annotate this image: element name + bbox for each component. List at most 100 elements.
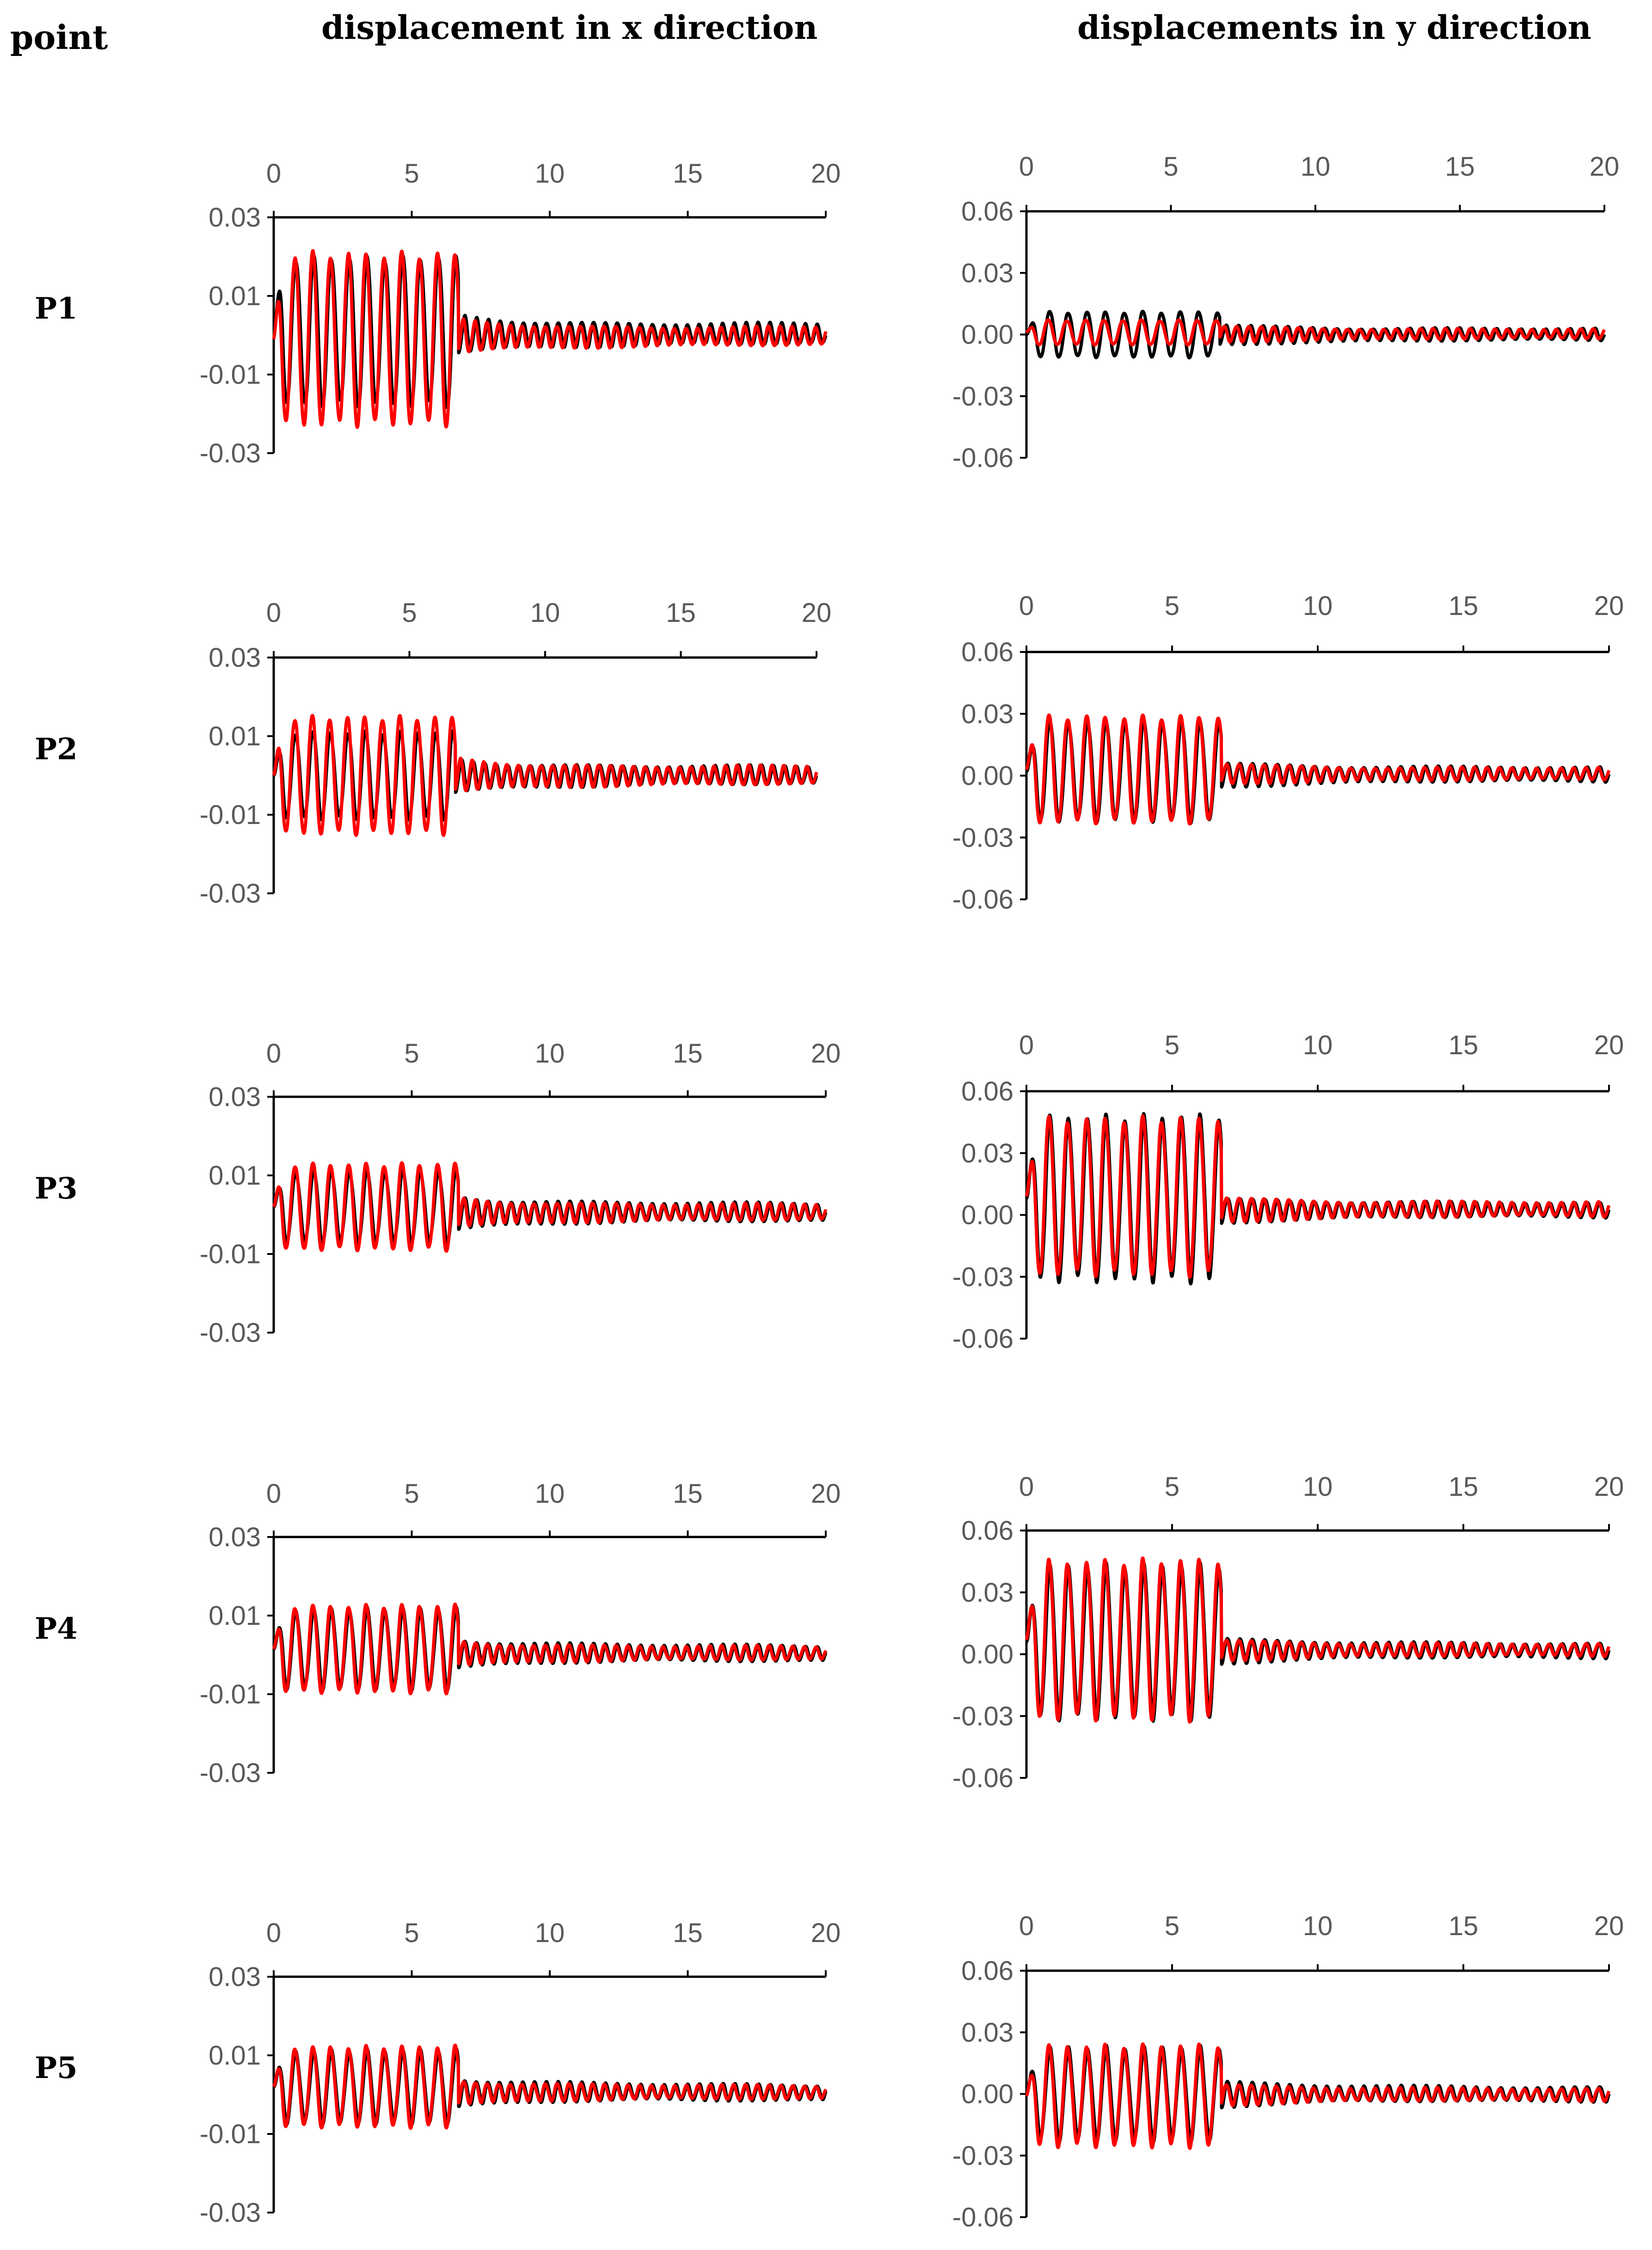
y-tick-label: -0.06 <box>952 443 1013 473</box>
x-tick-label: 5 <box>1163 152 1178 182</box>
series-line-red <box>1025 318 1606 347</box>
x-tick-label: 5 <box>404 159 419 189</box>
x-tick-label: 0 <box>1019 1472 1034 1502</box>
x-tick-label: 20 <box>811 1918 841 1948</box>
chart-p3-y: 0 5 10 15 20 0.06 0.03 0.00 -0.03 -0.06 <box>952 1030 1624 1354</box>
y-tick-label: 0.03 <box>209 1962 261 1992</box>
x-tick-label: 15 <box>666 598 696 628</box>
y-tick-label: 0.03 <box>961 1578 1013 1608</box>
x-tick-label: 0 <box>266 1479 281 1509</box>
chart-p5-y: 0 5 10 15 20 0.06 0.03 0.00 -0.03 -0.06 <box>952 1911 1624 2232</box>
y-tick-label: 0.06 <box>961 1516 1013 1546</box>
y-tick-label: -0.06 <box>952 1324 1013 1354</box>
series-line-red <box>272 1161 828 1253</box>
series-line-red <box>1025 713 1611 826</box>
x-tick-label: 0 <box>1019 1030 1034 1060</box>
x-tick-label: 5 <box>1165 591 1179 621</box>
chart-p1-y: 0 5 10 15 20 0.06 0.03 0.00 -0.03 -0.06 <box>952 152 1619 473</box>
x-tick-label: 20 <box>811 159 841 189</box>
chart-p4-x: 0 5 10 15 20 0.03 0.01 -0.01 -0.03 <box>200 1479 841 1788</box>
y-tick-label: 0.03 <box>961 1138 1013 1168</box>
y-tick-label: -0.03 <box>200 879 261 909</box>
chart-p2-y: 0 5 10 15 20 0.06 0.03 0.00 -0.03 -0.06 <box>952 591 1624 915</box>
y-tick-label: 0.06 <box>961 637 1013 667</box>
series-line-red <box>272 1603 828 1696</box>
x-tick-label: 0 <box>266 598 281 628</box>
x-tick-label: 20 <box>1594 1030 1624 1060</box>
x-tick-label: 20 <box>1590 152 1620 182</box>
x-tick-label: 5 <box>404 1039 419 1069</box>
chart-p5-x: 0 5 10 15 20 0.03 0.01 -0.01 -0.03 <box>200 1918 841 2228</box>
x-tick-label: 15 <box>673 1918 703 1948</box>
y-tick-label: 0.01 <box>209 1601 261 1631</box>
x-tick-label: 10 <box>530 598 560 628</box>
x-tick-label: 5 <box>404 1918 419 1948</box>
x-tick-label: 10 <box>1303 1030 1333 1060</box>
y-tick-label: 0.03 <box>209 203 261 233</box>
y-tick-label: -0.06 <box>952 1763 1013 1793</box>
y-tick-label: 0.00 <box>961 1200 1013 1230</box>
y-tick-label: 0.01 <box>209 2041 261 2071</box>
y-tick-label: -0.03 <box>200 1758 261 1788</box>
y-tick-label: 0.03 <box>961 258 1013 288</box>
series-line-red <box>1025 2042 1611 2150</box>
y-tick-label: -0.03 <box>200 2198 261 2228</box>
row-label-p4: P4 <box>35 1611 78 1646</box>
y-tick-label: 0.03 <box>961 699 1013 729</box>
y-tick-label: 0.06 <box>961 197 1013 227</box>
y-tick-label: 0.00 <box>961 761 1013 791</box>
x-tick-label: 10 <box>1303 1911 1333 1941</box>
x-tick-label: 0 <box>266 1918 281 1948</box>
x-tick-label: 15 <box>1449 1911 1479 1941</box>
x-tick-label: 10 <box>535 1039 565 1069</box>
row-label-p3: P3 <box>35 1171 78 1206</box>
x-tick-label: 15 <box>1449 1030 1479 1060</box>
y-tick-label: 0.03 <box>209 1082 261 1112</box>
y-tick-label: 0.01 <box>209 1161 261 1191</box>
y-tick-label: -0.03 <box>952 1262 1013 1292</box>
series-line-red <box>1025 1114 1611 1279</box>
chart-p1-x: 0 5 10 15 20 0.03 0.01 -0.01 -0.03 <box>200 159 841 468</box>
x-tick-label: 20 <box>1594 1911 1624 1941</box>
y-tick-label: -0.01 <box>200 2119 261 2149</box>
x-tick-label: 0 <box>1019 152 1034 182</box>
y-tick-label: -0.03 <box>952 381 1013 412</box>
y-tick-label: -0.06 <box>952 2202 1013 2232</box>
x-tick-label: 15 <box>673 159 703 189</box>
x-tick-label: 0 <box>266 1039 281 1069</box>
y-tick-label: 0.06 <box>961 1956 1013 1986</box>
header-point: point <box>10 18 108 57</box>
x-tick-label: 20 <box>1594 1472 1624 1502</box>
y-tick-label: -0.03 <box>952 2141 1013 2171</box>
x-tick-label: 5 <box>1165 1472 1179 1502</box>
series-line-red <box>272 713 818 837</box>
y-tick-label: -0.03 <box>200 1318 261 1348</box>
series-line-red <box>1025 1556 1611 1724</box>
x-tick-label: 5 <box>404 1479 419 1509</box>
y-tick-label: -0.06 <box>952 885 1013 915</box>
x-tick-label: 10 <box>535 1918 565 1948</box>
y-tick-label: 0.00 <box>961 1640 1013 1670</box>
y-tick-label: 0.00 <box>961 2079 1013 2109</box>
y-tick-label: 0.03 <box>209 643 261 673</box>
x-tick-label: 15 <box>673 1479 703 1509</box>
chart-p3-x: 0 5 10 15 20 0.03 0.01 -0.01 -0.03 <box>200 1039 841 1348</box>
y-tick-label: -0.01 <box>200 800 261 830</box>
y-tick-label: 0.03 <box>961 2017 1013 2047</box>
header-x-direction: displacement in x direction <box>321 8 818 47</box>
x-tick-label: 10 <box>1303 591 1333 621</box>
y-tick-label: 0.06 <box>961 1076 1013 1107</box>
y-tick-label: 0.03 <box>209 1522 261 1552</box>
x-tick-label: 15 <box>673 1039 703 1069</box>
y-tick-label: -0.01 <box>200 360 261 390</box>
y-tick-label: -0.03 <box>200 438 261 468</box>
y-tick-label: -0.01 <box>200 1679 261 1709</box>
x-tick-label: 15 <box>1449 591 1479 621</box>
